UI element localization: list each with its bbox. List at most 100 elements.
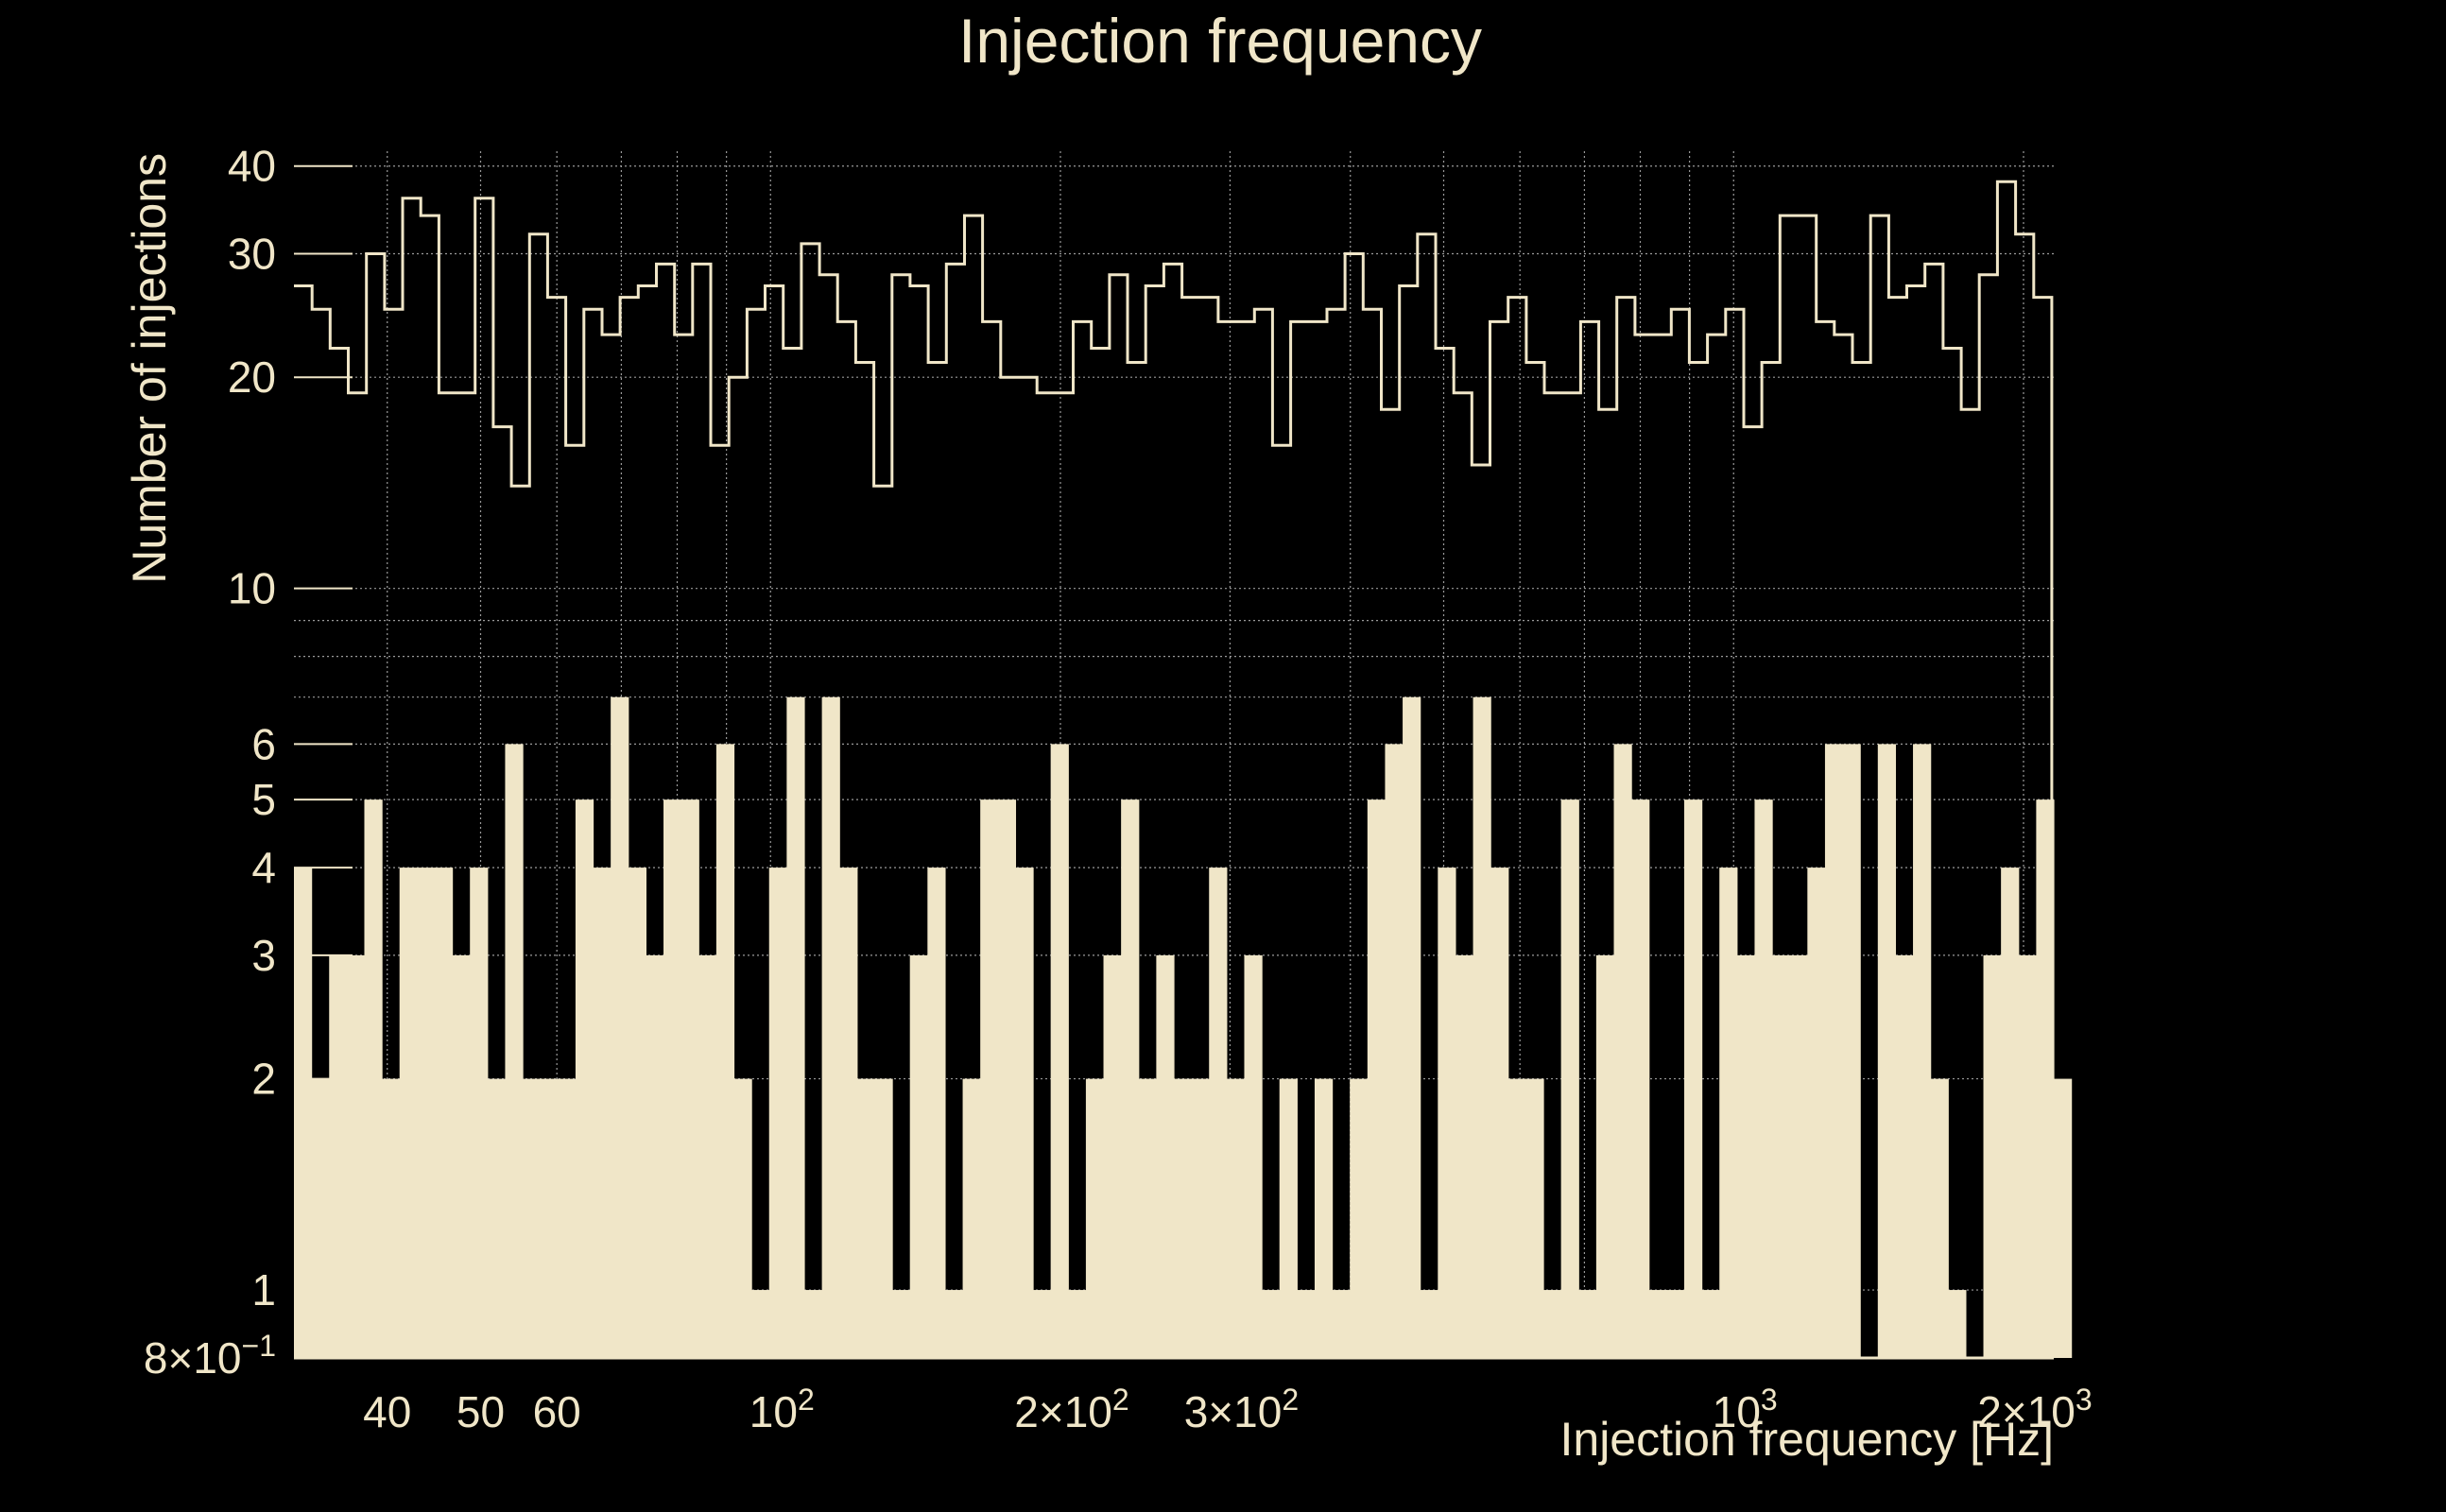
x-tick-label: 40 bbox=[363, 1387, 411, 1436]
histogram-bar bbox=[434, 868, 454, 1358]
histogram-bar bbox=[1648, 1290, 1667, 1358]
histogram-bar bbox=[1385, 744, 1404, 1358]
histogram-bar bbox=[663, 799, 682, 1358]
x-tick-label: 3×102 bbox=[1184, 1383, 1299, 1436]
chart-title: Injection frequency bbox=[958, 6, 1482, 76]
histogram-bar bbox=[803, 1290, 823, 1358]
histogram-bar bbox=[628, 868, 646, 1358]
histogram-bar bbox=[1948, 1290, 1967, 1358]
histogram-bar bbox=[540, 1078, 559, 1358]
histogram-bar bbox=[470, 868, 489, 1358]
histogram-bar bbox=[487, 1078, 507, 1358]
histogram-bar bbox=[1895, 954, 1914, 1358]
histogram-bar bbox=[1595, 954, 1615, 1358]
y-tick-label: 6 bbox=[251, 719, 276, 768]
histogram-bar bbox=[1033, 1290, 1052, 1358]
histogram-bar bbox=[1507, 1078, 1526, 1358]
histogram-bar bbox=[1683, 799, 1703, 1358]
x-tick-label: 103 bbox=[1713, 1383, 1778, 1436]
histogram-bar bbox=[768, 868, 787, 1358]
histogram-bar bbox=[1789, 954, 1808, 1358]
histogram-bar bbox=[1438, 868, 1456, 1358]
histogram-bar bbox=[944, 1290, 964, 1358]
histogram-bar bbox=[1367, 799, 1387, 1358]
histogram-bar bbox=[1403, 696, 1421, 1358]
histogram-bar bbox=[1578, 1290, 1597, 1358]
histogram-bar bbox=[311, 1078, 330, 1358]
histogram-bar bbox=[1631, 799, 1650, 1358]
histogram-bar bbox=[1420, 1290, 1438, 1358]
histogram-bar bbox=[1560, 799, 1579, 1358]
histogram-bar bbox=[1701, 1290, 1720, 1358]
histogram-bar bbox=[927, 868, 946, 1358]
histogram-bar bbox=[1824, 744, 1844, 1358]
histogram-bar bbox=[980, 799, 999, 1358]
histogram-bar bbox=[698, 954, 717, 1358]
histogram-bar bbox=[575, 799, 594, 1358]
y-tick-label: 30 bbox=[228, 229, 276, 278]
histogram-bar bbox=[1015, 868, 1034, 1358]
histogram-bar bbox=[1350, 1078, 1369, 1358]
histogram-bar bbox=[2018, 954, 2037, 1358]
histogram-bar bbox=[611, 696, 629, 1358]
histogram-bar bbox=[1050, 744, 1069, 1358]
histogram-bar bbox=[1719, 868, 1738, 1358]
histogram-bar bbox=[382, 1078, 401, 1358]
histogram-bar bbox=[1103, 954, 1122, 1358]
histogram-bar bbox=[364, 799, 383, 1358]
histogram-bar bbox=[1209, 868, 1228, 1358]
histogram-bar bbox=[452, 954, 471, 1358]
histogram-bar bbox=[1525, 1078, 1544, 1358]
y-tick-label: 5 bbox=[251, 775, 276, 824]
histogram-bar bbox=[821, 696, 840, 1358]
histogram-bar bbox=[1613, 744, 1632, 1358]
histogram-bar bbox=[558, 1078, 577, 1358]
histogram-bar bbox=[786, 696, 805, 1358]
histogram-bar bbox=[1930, 1078, 1949, 1358]
x-tick-label: 60 bbox=[533, 1387, 581, 1436]
histogram-bar bbox=[1297, 1290, 1316, 1358]
x-tick-label: 2×102 bbox=[1014, 1383, 1128, 1436]
histogram-bar bbox=[874, 1078, 893, 1358]
histogram-bar bbox=[505, 744, 524, 1358]
histogram-bar bbox=[1754, 799, 1773, 1358]
histogram-bar bbox=[1156, 954, 1175, 1358]
y-tick-label: 3 bbox=[251, 931, 276, 980]
histogram-bar bbox=[1138, 1078, 1157, 1358]
y-tick-label: 1 bbox=[251, 1265, 276, 1314]
filled-histogram bbox=[294, 696, 2073, 1358]
histogram-bar bbox=[1191, 1078, 1210, 1358]
histogram-bar bbox=[1983, 954, 2002, 1358]
histogram-bar bbox=[2001, 868, 2020, 1358]
histogram-bar bbox=[733, 1078, 752, 1358]
histogram-bar bbox=[1226, 1078, 1246, 1358]
histogram-bar bbox=[1262, 1290, 1281, 1358]
x-axis-label: Injection frequency [Hz] bbox=[1560, 1413, 2055, 1466]
y-tick-label: 8×10−1 bbox=[144, 1329, 276, 1383]
histogram-bar bbox=[2036, 799, 2055, 1358]
x-tick-label: 102 bbox=[749, 1383, 815, 1436]
y-tick-label: 2 bbox=[251, 1055, 276, 1104]
histogram-bar bbox=[1455, 954, 1474, 1358]
histogram-bar bbox=[329, 954, 348, 1358]
histogram-bar bbox=[1543, 1290, 1562, 1358]
histogram-bar bbox=[1279, 1078, 1298, 1358]
histogram-bar bbox=[715, 744, 735, 1358]
histogram-bar bbox=[1314, 1078, 1334, 1358]
histogram-bar bbox=[751, 1290, 770, 1358]
histogram-bar bbox=[962, 1078, 981, 1358]
histogram-bar bbox=[1332, 1290, 1351, 1358]
histogram-bar bbox=[2054, 1078, 2073, 1358]
histogram-bar bbox=[523, 1078, 542, 1358]
y-tick-label: 40 bbox=[228, 142, 276, 191]
histogram-bar bbox=[1736, 954, 1756, 1358]
histogram-bar bbox=[680, 799, 699, 1358]
histogram-bar bbox=[1473, 696, 1491, 1358]
histogram-bar bbox=[1244, 954, 1263, 1358]
histogram-bar bbox=[399, 868, 418, 1358]
histogram-bar bbox=[892, 1290, 911, 1358]
y-tick-label: 20 bbox=[228, 352, 276, 402]
histogram-bar bbox=[1772, 954, 1791, 1358]
histogram-bar bbox=[1807, 868, 1826, 1358]
